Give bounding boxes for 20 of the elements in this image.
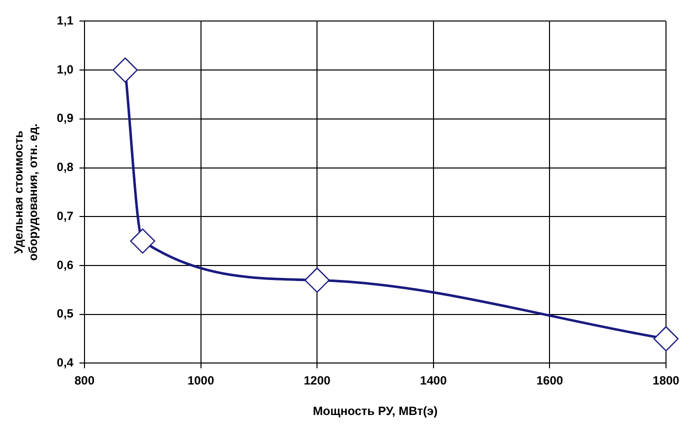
y-axis-title: Удельная стоимость оборудования, отн. ед.: [12, 124, 40, 261]
x-tick-label: 1400: [420, 374, 448, 388]
point: [112, 57, 138, 83]
y-tick-label: 1,1: [56, 14, 74, 28]
y-tick-label: 0,5: [56, 306, 74, 321]
y-tick-label: 0,8: [56, 160, 74, 174]
point: [130, 228, 156, 254]
x-tick-label: 800: [74, 374, 95, 388]
point: [653, 326, 679, 352]
y-tick-label: 0,9: [56, 111, 74, 126]
x-tick-label: 1000: [187, 374, 214, 388]
y-tick-label: 0,6: [56, 258, 74, 272]
point: [304, 268, 330, 293]
y-tick-label: 0,7: [56, 208, 74, 223]
x-tick-label: 1200: [304, 374, 331, 388]
y-tick-label: 1,0: [56, 62, 74, 76]
y-tick-label: 0,4: [56, 356, 74, 370]
x-tick-label: 1800: [652, 374, 680, 388]
x-axis-title: Мощность РУ, МВт(э): [312, 404, 438, 418]
x-tick-label: 1600: [536, 374, 564, 388]
